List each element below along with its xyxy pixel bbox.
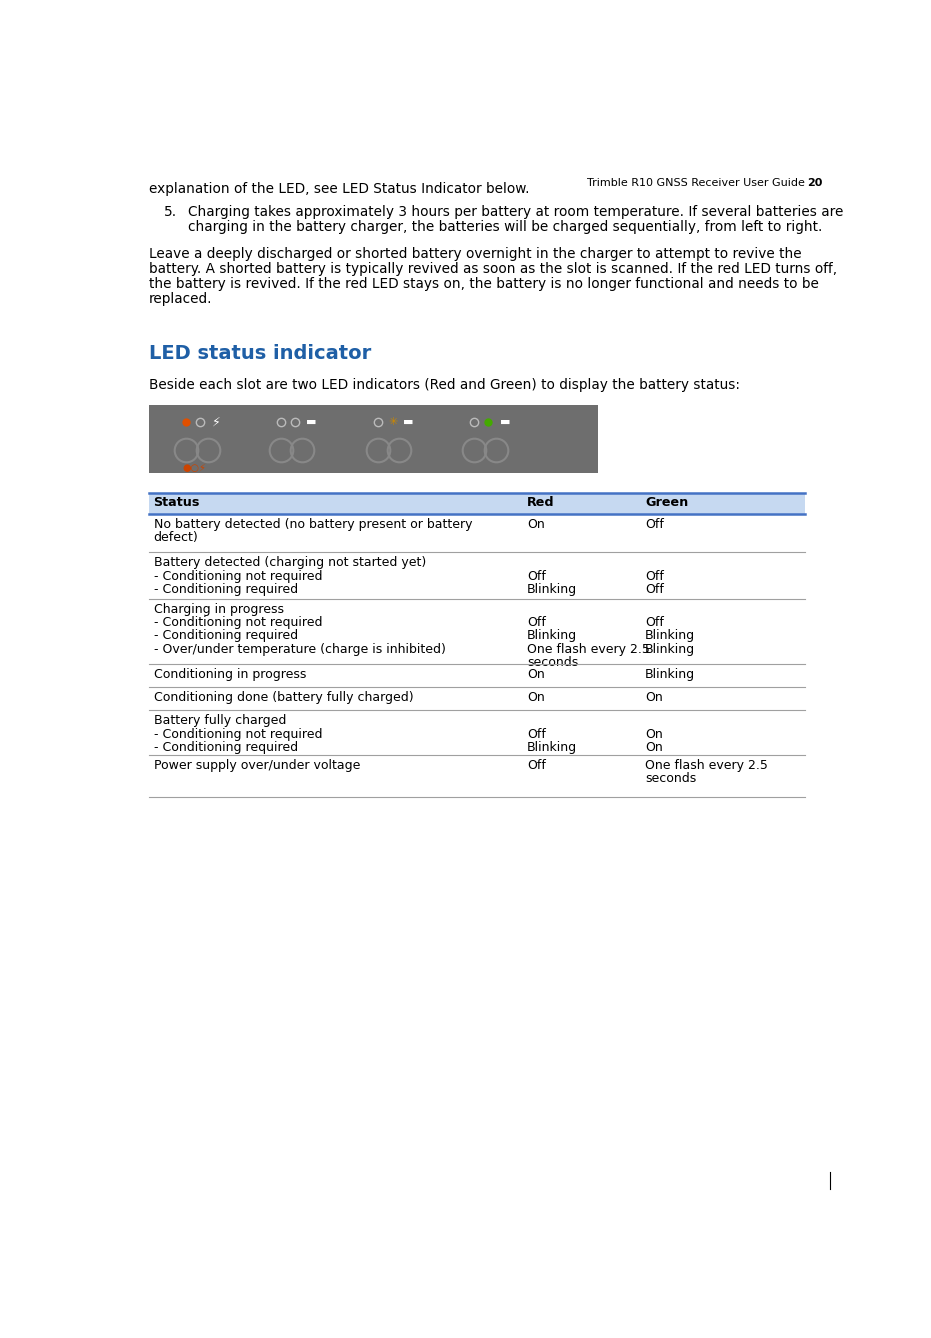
Text: Blinking: Blinking [645,629,695,642]
Text: Blinking: Blinking [527,629,577,642]
Text: Red: Red [527,496,555,510]
Text: Blinking: Blinking [527,741,577,755]
Text: Green: Green [645,496,688,510]
Text: Off: Off [645,518,664,531]
Text: seconds: seconds [527,657,578,669]
Text: defect): defect) [154,531,198,545]
FancyBboxPatch shape [149,494,805,514]
Text: Leave a deeply discharged or shorted battery overnight in the charger to attempt: Leave a deeply discharged or shorted bat… [149,246,802,261]
Text: - Over/under temperature (charge is inhibited): - Over/under temperature (charge is inhi… [154,644,445,656]
Text: ✳: ✳ [388,417,398,427]
Text: - Conditioning required: - Conditioning required [154,741,298,755]
Text: Trimble R10 GNSS Receiver User Guide: Trimble R10 GNSS Receiver User Guide [587,178,805,187]
Text: Charging in progress: Charging in progress [154,602,284,615]
Text: ▬: ▬ [500,417,510,427]
Text: Blinking: Blinking [527,583,577,597]
Text: On: On [645,728,663,741]
Text: ▬: ▬ [306,417,317,427]
Text: Blinking: Blinking [645,668,695,681]
Text: Blinking: Blinking [645,644,695,656]
Text: 5.: 5. [165,205,178,219]
Text: the battery is revived. If the red LED stays on, the battery is no longer functi: the battery is revived. If the red LED s… [149,277,818,290]
Text: ●○⚡: ●○⚡ [182,463,206,474]
Text: Off: Off [645,615,664,629]
Text: - Conditioning required: - Conditioning required [154,583,298,597]
Text: LED status indicator: LED status indicator [149,344,371,363]
FancyBboxPatch shape [149,405,599,474]
Text: Conditioning in progress: Conditioning in progress [154,668,306,681]
Text: ⚡: ⚡ [211,416,221,429]
Text: - Conditioning not required: - Conditioning not required [154,615,322,629]
Text: Off: Off [527,759,546,772]
Text: Off: Off [645,570,664,583]
Text: Charging takes approximately 3 hours per battery at room temperature. If several: Charging takes approximately 3 hours per… [188,205,843,219]
Text: Off: Off [527,728,546,741]
Text: Off: Off [527,570,546,583]
Text: On: On [645,692,663,704]
Text: On: On [527,668,545,681]
Text: 20: 20 [807,178,822,187]
Text: replaced.: replaced. [149,292,212,306]
Text: No battery detected (no battery present or battery: No battery detected (no battery present … [154,518,472,531]
Text: On: On [527,692,545,704]
Text: ▬: ▬ [403,417,413,427]
Text: Status: Status [154,496,200,510]
Text: - Conditioning required: - Conditioning required [154,629,298,642]
Text: seconds: seconds [645,772,696,785]
Text: charging in the battery charger, the batteries will be charged sequentially, fro: charging in the battery charger, the bat… [188,221,822,234]
Text: On: On [527,518,545,531]
Text: One flash every 2.5: One flash every 2.5 [527,644,650,656]
Text: Beside each slot are two LED indicators (Red and Green) to display the battery s: Beside each slot are two LED indicators … [149,377,740,392]
Text: Power supply over/under voltage: Power supply over/under voltage [154,759,360,772]
Text: explanation of the LED, see LED Status Indicator below.: explanation of the LED, see LED Status I… [149,182,530,197]
Text: One flash every 2.5: One flash every 2.5 [645,759,768,772]
Text: On: On [645,741,663,755]
Text: battery. A shorted battery is typically revived as soon as the slot is scanned. : battery. A shorted battery is typically … [149,262,837,276]
Text: Battery detected (charging not started yet): Battery detected (charging not started y… [154,557,425,570]
Text: - Conditioning not required: - Conditioning not required [154,728,322,741]
Text: Off: Off [527,615,546,629]
Text: Battery fully charged: Battery fully charged [154,714,286,727]
Text: Off: Off [645,583,664,597]
Text: Conditioning done (battery fully charged): Conditioning done (battery fully charged… [154,692,413,704]
Text: - Conditioning not required: - Conditioning not required [154,570,322,583]
